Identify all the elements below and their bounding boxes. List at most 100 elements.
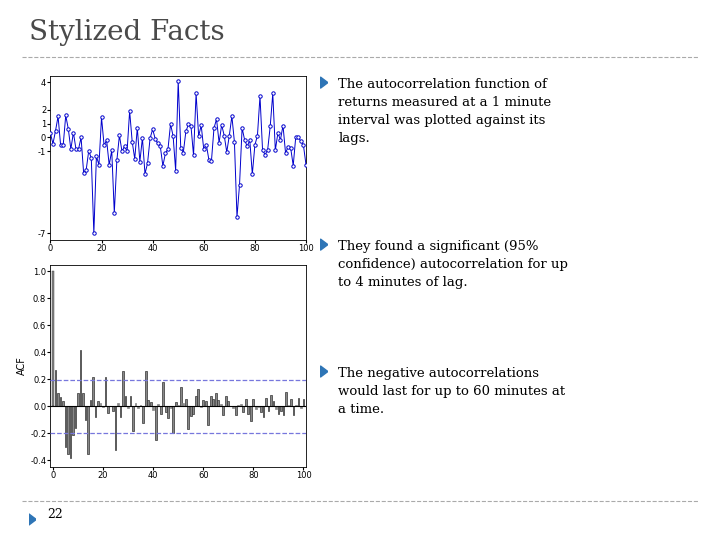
Point xyxy=(231,213,243,221)
Bar xyxy=(167,407,169,417)
Point xyxy=(275,136,287,144)
Bar xyxy=(127,407,129,408)
Point xyxy=(116,147,127,156)
Bar xyxy=(122,372,124,407)
Bar xyxy=(287,406,289,407)
Point xyxy=(65,145,76,153)
Bar xyxy=(87,407,89,454)
Point xyxy=(76,133,87,142)
Point xyxy=(50,126,61,135)
Bar xyxy=(233,407,234,408)
Point xyxy=(109,208,120,217)
Bar xyxy=(175,402,176,407)
Bar xyxy=(265,397,267,407)
Bar xyxy=(132,407,134,431)
Bar xyxy=(140,405,142,407)
Bar xyxy=(70,407,71,458)
Point xyxy=(292,133,304,141)
Bar xyxy=(290,399,292,407)
Point xyxy=(104,160,115,169)
Point xyxy=(300,160,312,169)
Point xyxy=(63,125,74,133)
Point xyxy=(295,137,307,146)
Point xyxy=(68,128,79,137)
Point xyxy=(257,146,269,154)
Point xyxy=(198,145,210,154)
Bar xyxy=(82,393,84,407)
Bar xyxy=(253,399,254,407)
Bar xyxy=(114,407,117,449)
Bar xyxy=(243,407,244,413)
Point xyxy=(81,166,92,174)
Bar xyxy=(255,407,257,409)
Point xyxy=(147,125,158,133)
Point xyxy=(170,166,181,175)
Bar xyxy=(217,400,219,407)
Point xyxy=(269,146,281,154)
Point xyxy=(178,148,189,157)
Point xyxy=(183,120,194,129)
Bar xyxy=(117,403,119,407)
Polygon shape xyxy=(320,239,328,250)
Point xyxy=(155,142,166,151)
Bar xyxy=(125,395,127,407)
Bar xyxy=(60,397,61,407)
Bar xyxy=(212,399,214,407)
Bar xyxy=(207,407,209,426)
Bar xyxy=(160,407,161,415)
Point xyxy=(86,154,97,163)
Point xyxy=(211,115,222,124)
Bar xyxy=(80,350,81,407)
Point xyxy=(45,129,56,138)
Bar xyxy=(148,400,149,407)
Point xyxy=(180,127,192,136)
Bar xyxy=(85,407,86,420)
Point xyxy=(287,161,299,170)
Point xyxy=(175,144,186,152)
Text: They found a significant (95%
confidence) autocorrelation for up
to 4 minutes of: They found a significant (95% confidence… xyxy=(338,240,568,289)
Point xyxy=(78,168,89,177)
Y-axis label: ACF: ACF xyxy=(17,356,27,375)
Bar xyxy=(107,407,109,413)
Point xyxy=(139,170,150,178)
Bar xyxy=(135,402,137,407)
Point xyxy=(134,157,145,166)
Point xyxy=(137,134,148,143)
Bar xyxy=(250,407,252,421)
Bar xyxy=(187,407,189,429)
Bar xyxy=(302,399,305,407)
Bar xyxy=(130,396,132,407)
Point xyxy=(124,107,135,116)
Bar xyxy=(180,388,181,407)
Bar xyxy=(67,407,69,454)
Polygon shape xyxy=(29,514,36,525)
Bar xyxy=(104,377,107,407)
Point xyxy=(167,132,179,140)
Point xyxy=(290,132,302,141)
Point xyxy=(53,112,64,121)
Bar xyxy=(75,407,76,428)
Point xyxy=(96,113,107,122)
Bar xyxy=(220,403,222,407)
Bar xyxy=(285,393,287,407)
Bar xyxy=(282,407,284,415)
Bar xyxy=(62,401,64,407)
Point xyxy=(111,156,122,165)
Point xyxy=(213,138,225,147)
Point xyxy=(114,131,125,140)
Point xyxy=(83,146,94,155)
Point xyxy=(152,139,163,148)
Bar xyxy=(165,407,166,412)
Point xyxy=(121,147,133,156)
Bar xyxy=(89,400,91,407)
Bar xyxy=(182,402,184,407)
Point xyxy=(229,138,240,146)
Point xyxy=(127,137,138,146)
Bar xyxy=(145,372,146,407)
Bar xyxy=(263,407,264,417)
Point xyxy=(185,122,197,131)
Point xyxy=(206,157,217,165)
Point xyxy=(71,145,82,153)
Bar xyxy=(300,407,302,408)
Point xyxy=(144,134,156,143)
